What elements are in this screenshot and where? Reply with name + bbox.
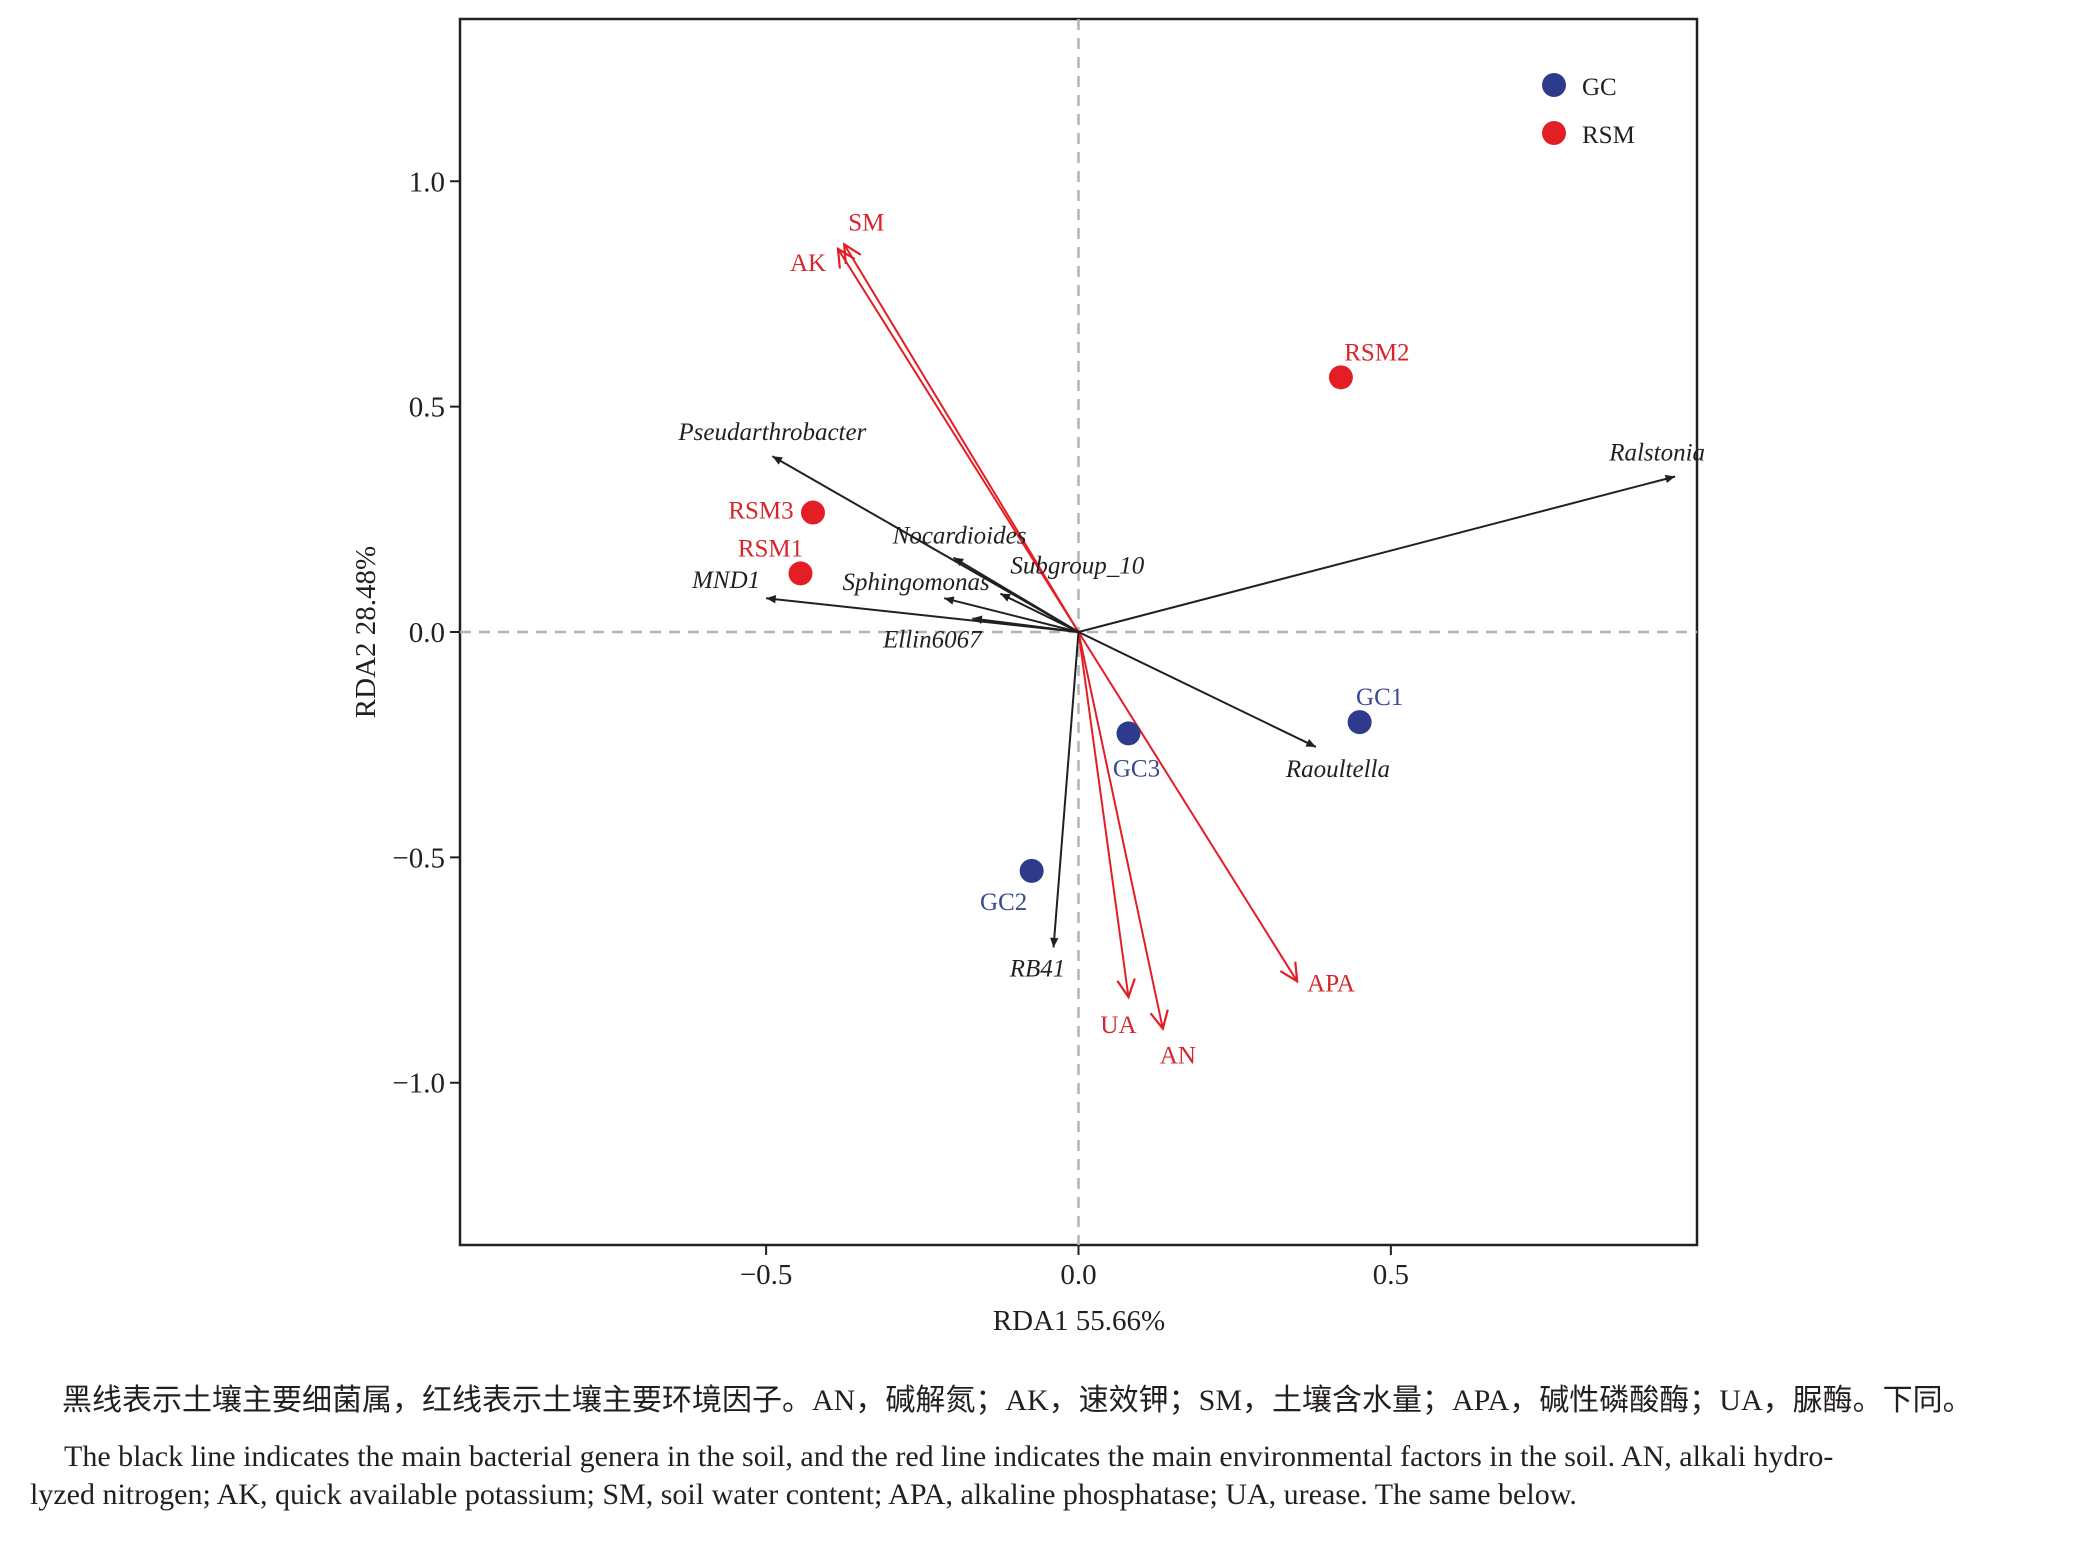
sample-point-rsm3 <box>800 500 825 525</box>
legend-marker-rsm <box>1542 121 1566 145</box>
x-tick-label: −0.5 <box>740 1259 793 1291</box>
legend-label-gc: GC <box>1582 74 1617 101</box>
env-label-apa: APA <box>1307 970 1355 997</box>
sample-label-rsm1: RSM1 <box>738 535 803 562</box>
caption-english: The black line indicates the main bacter… <box>30 1438 2050 1514</box>
env-arrow-apa <box>1077 631 1298 981</box>
genus-label-rb41: RB41 <box>1009 956 1066 983</box>
x-tick-label: 0.5 <box>1373 1259 1409 1291</box>
env-arrow-sm <box>844 244 1080 633</box>
sample-label-gc1: GC1 <box>1356 684 1403 711</box>
env-arrow-ua <box>1077 631 1129 997</box>
env-label-sm: SM <box>848 209 884 236</box>
genus-label-ralstonia: Ralstonia <box>1608 439 1705 466</box>
legend-label-rsm: RSM <box>1582 122 1635 149</box>
genus-arrow-subgroup-10 <box>999 592 1079 633</box>
y-axis-label: RDA2 28.48% <box>350 546 382 718</box>
genus-label-mnd1: MND1 <box>691 567 760 594</box>
genus-label-ellin6067: Ellin6067 <box>882 626 983 653</box>
sample-label-gc2: GC2 <box>980 889 1027 916</box>
sample-point-rsm1 <box>788 561 813 586</box>
sample-label-rsm2: RSM2 <box>1344 339 1409 366</box>
y-tick-label: 0.0 <box>409 617 445 649</box>
caption-english-line2: lyzed nitrogen; AK, quick available pota… <box>30 1478 1577 1511</box>
y-tick-label: 0.5 <box>409 392 445 424</box>
genus-label-raoultella: Raoultella <box>1285 756 1390 783</box>
sample-point-rsm2 <box>1328 365 1353 390</box>
y-tick-label: −1.0 <box>392 1068 445 1100</box>
sample-point-gc1 <box>1347 710 1372 735</box>
genus-arrow-nocardioides <box>953 556 1080 633</box>
sample-label-rsm3: RSM3 <box>728 498 793 525</box>
genus-arrow-ralstonia <box>1078 474 1676 633</box>
genus-label-pseudarthrobacter: Pseudarthrobacter <box>677 419 866 446</box>
genus-arrow-ellin6067 <box>972 615 1079 633</box>
y-tick-label: 1.0 <box>409 166 445 198</box>
sample-point-gc2 <box>1019 858 1044 883</box>
genus-label-nocardioides: Nocardioides <box>892 523 1027 550</box>
env-label-ua: UA <box>1100 1012 1136 1039</box>
genus-arrow-raoultella <box>1078 631 1317 748</box>
env-arrow-ak <box>838 249 1080 633</box>
sample-point-gc3 <box>1116 721 1141 746</box>
sample-label-gc3: GC3 <box>1113 755 1160 782</box>
caption-chinese: 黑线表示土壤主要细菌属，红线表示土壤主要环境因子。AN，碱解氮；AK，速效钾；S… <box>62 1384 1973 1417</box>
env-label-ak: AK <box>790 250 826 277</box>
x-tick-label: 0.0 <box>1060 1259 1096 1291</box>
genus-label-subgroup-10: Subgroup_10 <box>1010 553 1144 580</box>
x-axis-label: RDA1 55.66% <box>993 1305 1165 1337</box>
env-label-an: AN <box>1160 1043 1196 1070</box>
env-arrow-an <box>1077 631 1163 1029</box>
caption-english-line1: The black line indicates the main bacter… <box>64 1440 1834 1473</box>
genus-arrow-rb41 <box>1050 631 1080 948</box>
rda-biplot: −0.5 0.0 0.5−1.0−0.50.00.51.0 SMAKAPAUAAN … <box>350 17 1705 1337</box>
legend-marker-gc <box>1542 73 1566 97</box>
y-tick-label: −0.5 <box>392 842 445 874</box>
genus-arrow-sphingomonas <box>943 596 1079 633</box>
genus-label-sphingomonas: Sphingomonas <box>843 569 990 596</box>
